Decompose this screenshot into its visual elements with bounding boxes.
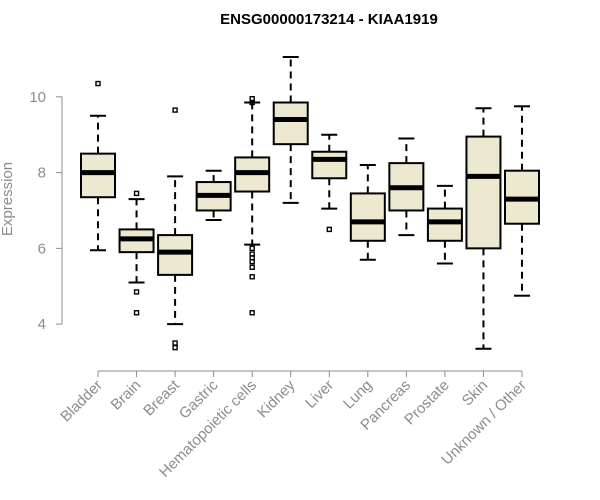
x-tick-label: Lung [340, 377, 376, 413]
outlier-point [249, 99, 255, 106]
box-group [234, 96, 271, 316]
box-group [311, 133, 348, 233]
outlier-point [249, 258, 255, 265]
outlier-point [95, 80, 101, 87]
outlier-point [249, 245, 255, 252]
iqr-box [272, 101, 309, 146]
box-group [195, 169, 232, 221]
x-tick-label: Skin [459, 377, 492, 410]
iqr-box [349, 192, 386, 242]
box-group [118, 190, 155, 316]
outlier-point [133, 289, 140, 295]
boxes-layer [80, 56, 540, 351]
x-tick-label: Brain [108, 377, 145, 414]
y-tick-label: 10 [29, 89, 46, 106]
iqr-box [311, 150, 348, 180]
iqr-box [426, 207, 463, 242]
outlier-point [249, 310, 255, 316]
iqr-box [80, 152, 116, 199]
outlier-point [133, 310, 140, 316]
y-tick-label: 8 [38, 165, 46, 182]
chart-title: ENSG00000173214 - KIAA1919 [220, 11, 438, 28]
box-group [388, 137, 425, 237]
outlier-point [172, 344, 178, 351]
box-group [426, 184, 463, 265]
x-tick-label: Kidney [254, 376, 299, 421]
outlier-point [172, 107, 178, 113]
outlier-point [326, 226, 332, 233]
outlier-point [133, 190, 140, 197]
box-group [465, 107, 502, 350]
box-group [157, 107, 194, 351]
outlier-point [172, 340, 178, 346]
y-tick-label: 4 [38, 316, 46, 333]
x-tick-label: Bladder [57, 377, 106, 426]
box-group [349, 164, 386, 261]
x-tick-label: Liver [302, 377, 337, 412]
x-tick-label: Breast [140, 376, 183, 419]
iqr-box [465, 135, 502, 250]
box-group [272, 56, 309, 204]
box-group [80, 80, 116, 252]
box-group [504, 105, 540, 297]
outlier-point [249, 274, 255, 280]
outlier-point [249, 264, 255, 270]
y-axis-label: Expression [0, 162, 16, 236]
y-tick-label: 6 [38, 240, 46, 257]
iqr-box [157, 234, 194, 276]
